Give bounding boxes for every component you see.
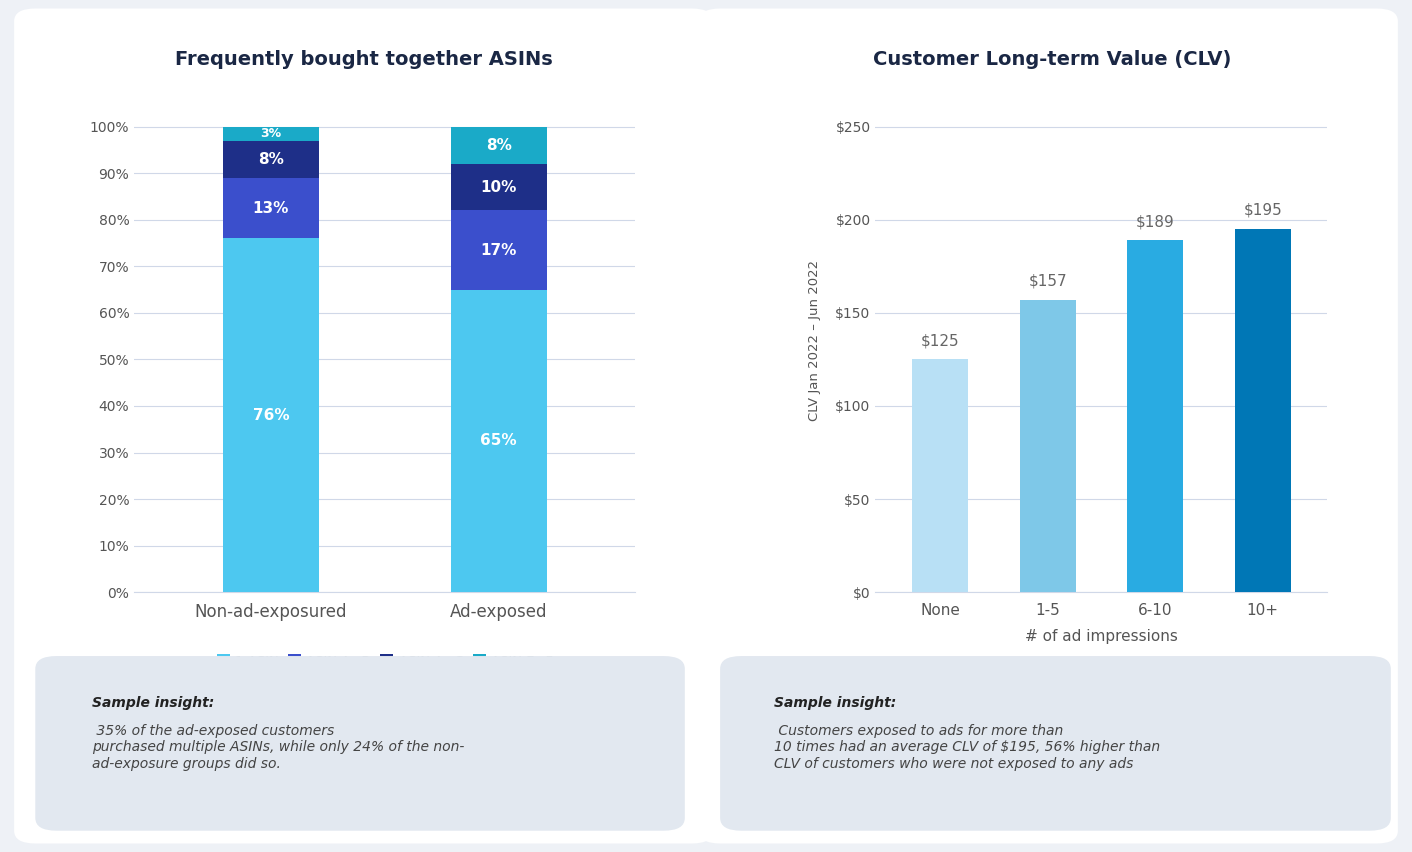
Text: 8%: 8% xyxy=(486,138,511,153)
Y-axis label: CLV Jan 2022 – Jun 2022: CLV Jan 2022 – Jun 2022 xyxy=(809,260,822,422)
Bar xyxy=(223,239,319,592)
Text: Customers exposed to ads for more than
10 times had an average CLV of $195, 56% : Customers exposed to ads for more than 1… xyxy=(774,724,1159,770)
Text: 65%: 65% xyxy=(480,434,517,448)
Text: Customer Long-term Value (CLV): Customer Long-term Value (CLV) xyxy=(873,50,1231,69)
Text: Frequently bought together ASINs: Frequently bought together ASINs xyxy=(175,50,554,69)
Bar xyxy=(912,360,969,592)
Text: 17%: 17% xyxy=(480,243,517,257)
Bar xyxy=(450,164,546,210)
Text: 10%: 10% xyxy=(480,180,517,195)
Text: 8%: 8% xyxy=(258,152,284,167)
Bar xyxy=(1019,300,1076,592)
X-axis label: # of ad impressions: # of ad impressions xyxy=(1025,630,1178,644)
Text: $195: $195 xyxy=(1244,203,1282,218)
Text: $125: $125 xyxy=(921,333,959,348)
Text: $157: $157 xyxy=(1028,273,1067,289)
Bar xyxy=(450,127,546,164)
Text: 76%: 76% xyxy=(253,408,289,423)
Bar xyxy=(1234,229,1291,592)
Bar xyxy=(223,141,319,178)
Text: 3%: 3% xyxy=(260,127,281,141)
Bar xyxy=(450,290,546,592)
Bar xyxy=(1127,240,1183,592)
Text: Sample insight:: Sample insight: xyxy=(92,696,215,710)
Legend: 1 ASIN, ASIN A+B, ASIN A+C, ASIN E+F: 1 ASIN, ASIN A+B, ASIN A+C, ASIN E+F xyxy=(212,649,558,673)
Text: $189: $189 xyxy=(1135,214,1175,229)
Text: 13%: 13% xyxy=(253,201,289,216)
Text: Sample insight:: Sample insight: xyxy=(774,696,897,710)
Text: 35% of the ad-exposed customers
purchased multiple ASINs, while only 24% of the : 35% of the ad-exposed customers purchase… xyxy=(92,724,465,770)
Bar xyxy=(223,127,319,141)
Bar xyxy=(450,210,546,290)
Bar xyxy=(223,178,319,239)
